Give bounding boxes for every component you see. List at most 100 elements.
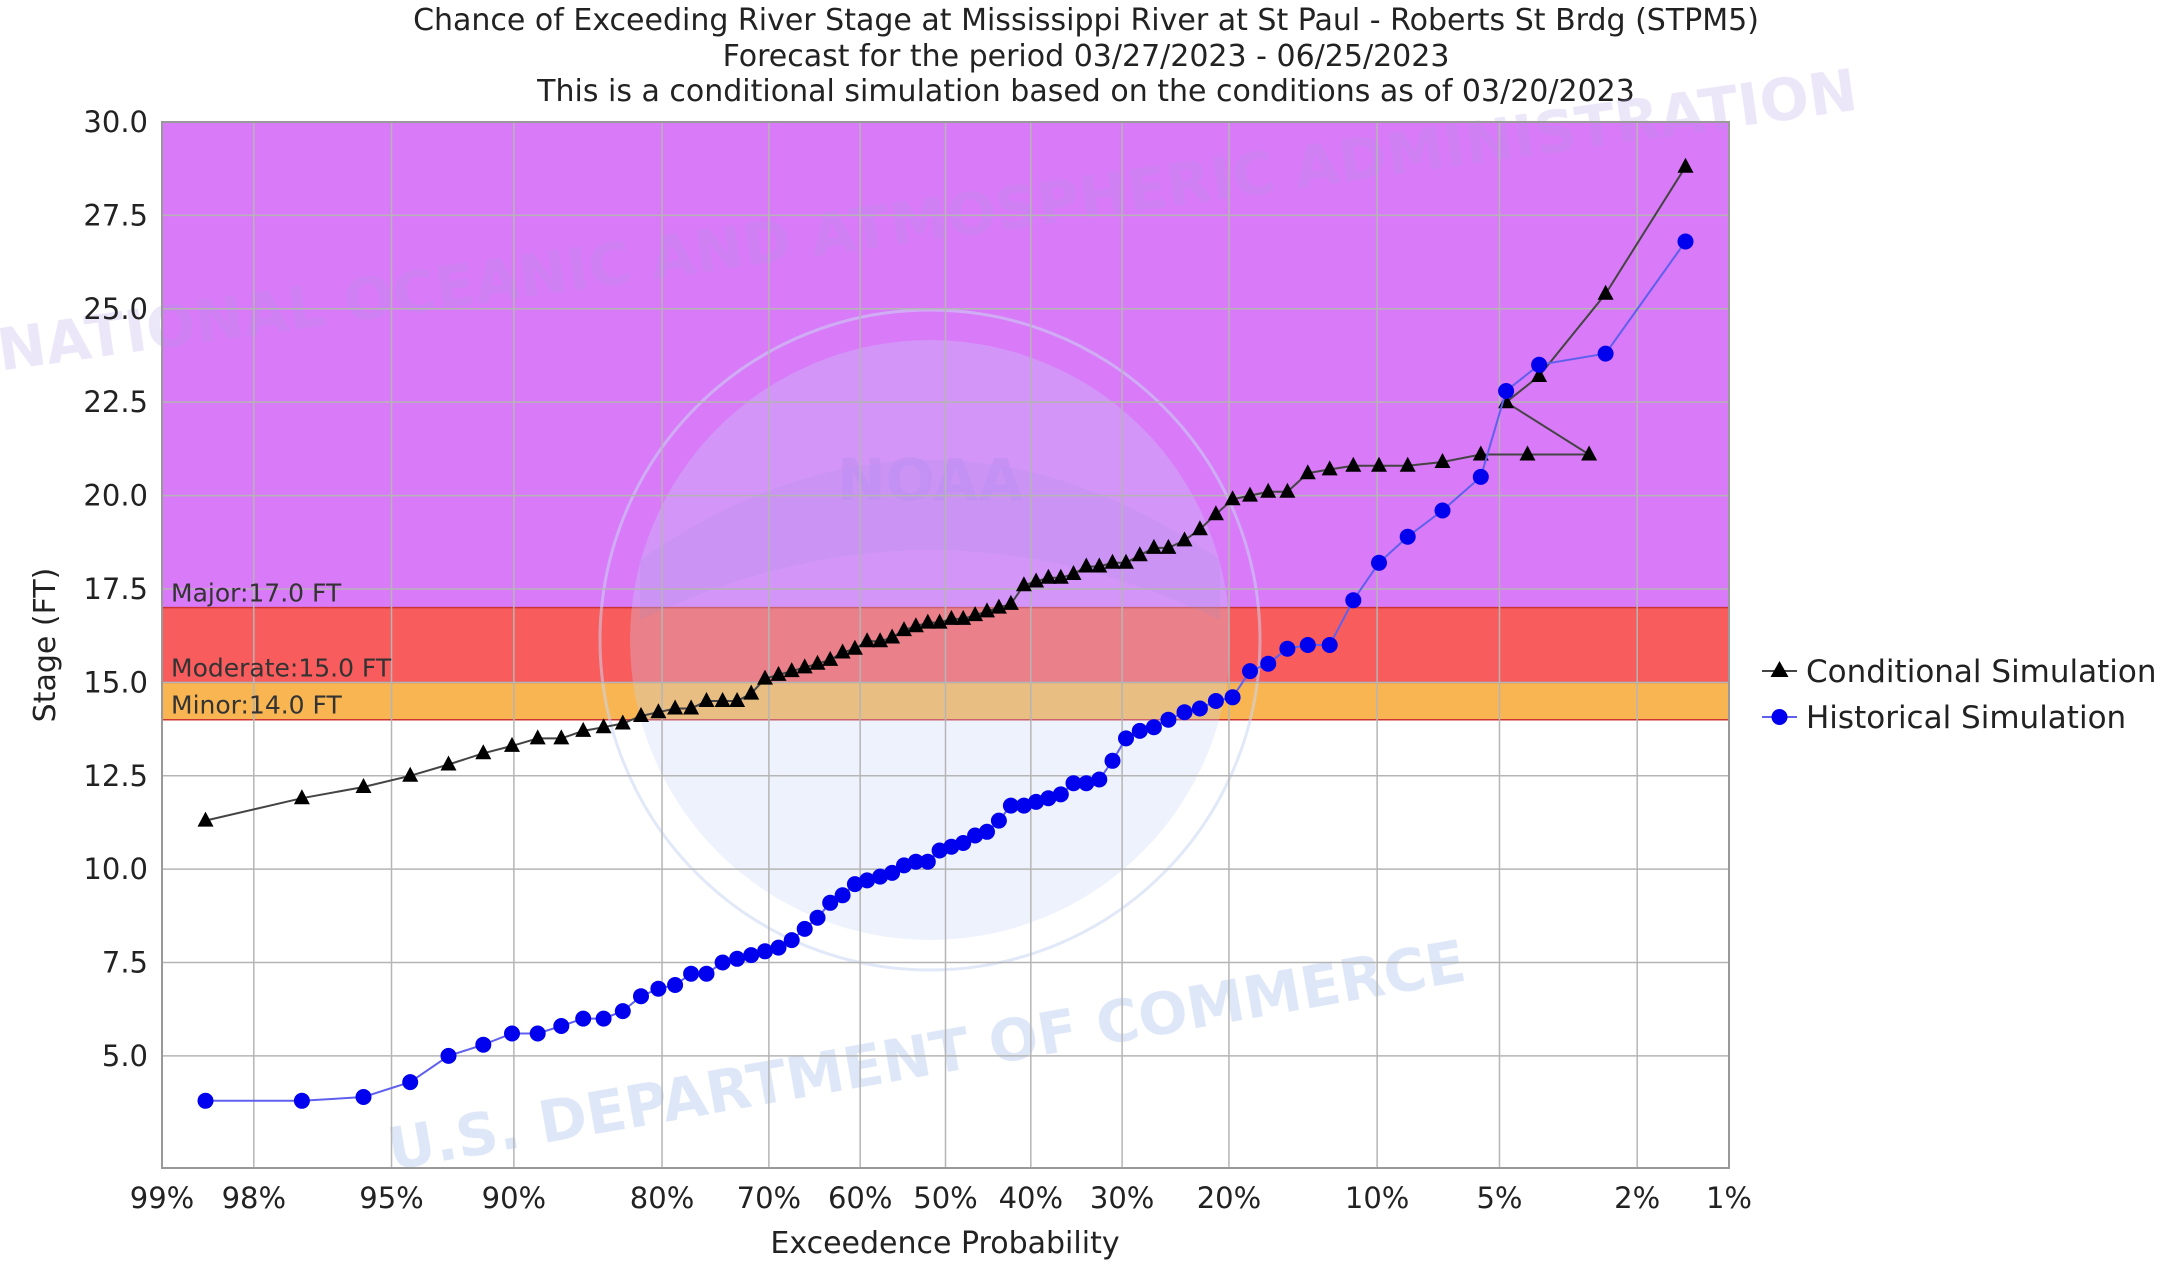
data-point-triangle [1260, 482, 1277, 498]
data-point-circle [979, 823, 995, 840]
legend-circle-icon [1771, 709, 1788, 725]
x-tick-label: 2% [1614, 1181, 1660, 1215]
data-point-triangle [1399, 456, 1416, 472]
data-point-circle [1345, 592, 1362, 609]
data-point-circle [743, 947, 760, 964]
data-point-triangle [1279, 482, 1296, 498]
x-tick-label: 95% [359, 1181, 423, 1215]
data-point-triangle [859, 632, 876, 648]
data-point-triangle [714, 692, 731, 707]
data-point-triangle [1345, 456, 1362, 472]
data-point-triangle [783, 662, 800, 678]
data-point-triangle [1160, 538, 1177, 554]
data-point-circle [633, 988, 649, 1005]
data-point-triangle [1519, 445, 1536, 461]
data-point-triangle [355, 778, 372, 793]
data-point-circle [1176, 704, 1193, 721]
x-axis-tick-labels: 99% 98% 95% 90% 80% 70% 60% 50% 40% 30% 20% 10% 5% 2%… [130, 1181, 1752, 1215]
data-point-triangle [1145, 538, 1162, 554]
legend-label-historical: Historical Simulation [1806, 700, 2126, 736]
data-point-triangle [1078, 557, 1095, 573]
data-point-triangle [770, 665, 787, 681]
data-point-circle [650, 980, 667, 997]
chart-title: Chance of Exceeding River Stage at Missi… [413, 3, 1759, 38]
data-point-circle [714, 954, 731, 971]
flood-zone-label-major: Major:17.0 FT [171, 579, 342, 608]
data-point-circle [834, 887, 851, 904]
data-point-circle [1040, 790, 1057, 807]
data-point-circle [683, 965, 700, 982]
data-point-triangle [1191, 520, 1208, 536]
y-axis-title: Stage (FT) [28, 568, 63, 723]
data-point-circle [846, 876, 863, 893]
x-tick-label: 90% [482, 1181, 546, 1215]
data-point-circle [1371, 554, 1387, 571]
x-tick-label: 50% [913, 1181, 977, 1215]
legend: Conditional Simulation Historical Simula… [1762, 654, 2157, 736]
data-point-circle [1145, 719, 1162, 736]
flood-zone-label-moderate: Moderate:15.0 FT [171, 653, 392, 682]
data-point-circle [1052, 786, 1069, 803]
data-point-circle [1242, 663, 1258, 680]
data-point-triangle [402, 766, 419, 782]
data-point-circle [504, 1025, 520, 1042]
watermark-globe [630, 340, 1230, 940]
data-point-circle [1597, 345, 1614, 362]
data-point-triangle [1531, 367, 1548, 382]
y-tick-label: 20.0 [83, 479, 148, 513]
data-point-triangle [293, 789, 310, 805]
y-tick-label: 15.0 [83, 665, 148, 699]
data-point-circle [919, 853, 936, 870]
data-point-circle [1399, 528, 1416, 545]
data-series [197, 157, 1694, 1109]
x-tick-label: 20% [1197, 1181, 1261, 1215]
data-point-triangle [1052, 568, 1069, 584]
data-point-circle [614, 1003, 631, 1020]
y-tick-label: 12.5 [83, 759, 148, 793]
data-point-triangle [1299, 464, 1316, 480]
y-tick-label: 10.0 [83, 852, 148, 886]
series-historical [197, 233, 1694, 1109]
data-point-circle [1131, 722, 1148, 739]
y-tick-label: 25.0 [83, 292, 148, 326]
x-tick-label: 80% [630, 1181, 694, 1215]
data-point-circle [783, 932, 800, 949]
data-point-triangle [757, 669, 773, 685]
data-point-triangle [729, 692, 746, 707]
data-point-circle [770, 939, 787, 956]
y-tick-label: 27.5 [83, 198, 148, 232]
data-point-triangle [872, 632, 889, 648]
data-point-circle [884, 864, 901, 881]
data-point-circle [757, 943, 773, 960]
y-tick-label: 5.0 [102, 1039, 148, 1073]
data-point-circle [698, 965, 715, 982]
data-point-triangle [896, 621, 912, 637]
chart-title-block: Chance of Exceeding River Stage at Missi… [413, 3, 1759, 109]
data-point-circle [1104, 752, 1121, 769]
y-tick-label: 22.5 [83, 385, 148, 419]
data-point-circle [990, 812, 1007, 829]
data-point-circle [1091, 771, 1108, 788]
data-point-triangle [698, 692, 715, 707]
data-point-circle [872, 868, 889, 885]
y-tick-label: 17.5 [83, 572, 148, 606]
data-point-circle [575, 1010, 592, 1027]
data-point-triangle [809, 654, 826, 670]
data-point-circle [859, 872, 876, 889]
data-point-circle [1002, 797, 1019, 814]
data-point-triangle [846, 639, 863, 655]
data-point-circle [402, 1074, 419, 1091]
data-point-circle [1677, 233, 1694, 250]
data-point-circle [553, 1018, 570, 1034]
data-point-triangle [1002, 594, 1019, 610]
data-point-circle [475, 1036, 492, 1053]
data-point-circle [1299, 637, 1316, 653]
y-axis-tick-labels: 5.0 7.5 10.0 12.5 15.0 17.5 20.0 22.5 25.0 27.5 30… [83, 105, 148, 1073]
data-point-circle [355, 1089, 372, 1105]
data-point-triangle [834, 643, 851, 659]
data-point-circle [595, 1010, 612, 1027]
data-point-circle [1279, 640, 1296, 657]
data-point-triangle [990, 598, 1007, 614]
data-point-triangle [1015, 576, 1032, 592]
data-point-triangle [1118, 553, 1134, 569]
